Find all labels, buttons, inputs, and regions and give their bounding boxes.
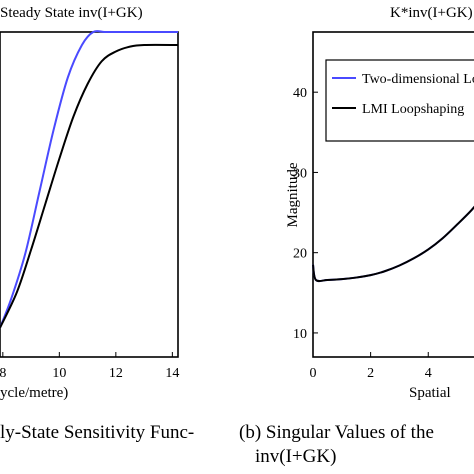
panel-b-xlabel: Spatial: [409, 385, 451, 401]
caption-b-line2: inv(I+GK): [255, 446, 337, 467]
legend-box: [325, 59, 474, 142]
legend-label-lmi: LMI Loopshaping: [362, 102, 464, 117]
panel-a-axes-frame: [0, 31, 179, 358]
panel-b-singular-values: K*inv(I+GK) i 0 2 4 10 20 30 40 Magnitude Spat…: [285, 5, 474, 401]
panel-b-title: K*inv(I+GK) i: [390, 5, 474, 21]
chart-1-ytick-label: 10: [293, 327, 307, 342]
legend-label-two-dimensional: Two-dimensional Loopsha: [362, 72, 474, 87]
panel-a-ticks: 8 10 12 14: [0, 352, 179, 381]
panel-a-series: [0, 30, 179, 329]
panel-a-steady-state-sensitivity: Steady State inv(I+GK) 8 10 12 14 ycle/metr…: [0, 5, 179, 401]
panel-b-series: [312, 205, 474, 283]
panel-b-legend: Two-dimensional Loopsha LMI Loopshaping: [325, 59, 474, 142]
caption-b-line1: (b) Singular Values of the: [239, 422, 434, 443]
chart-0-xtick-label: 8: [0, 366, 6, 381]
chart-1-xtick-label: 2: [367, 366, 374, 381]
chart-1-xtick-label: 0: [310, 366, 317, 381]
chart-1-xtick-label: 4: [425, 366, 432, 381]
chart-1-series-line-1: [312, 205, 474, 283]
panel-b-ticks: 0 2 4 10 20 30 40: [293, 86, 432, 381]
caption-a: ly-State Sensitivity Func-: [0, 422, 195, 443]
panel-a-title: Steady State inv(I+GK): [0, 5, 143, 21]
panel-a-xlabel: ycle/metre): [0, 385, 68, 401]
chart-0-series-line-1: [0, 43, 179, 329]
chart-0-xtick-label: 14: [165, 366, 179, 381]
panel-b-ylabel: Magnitude: [285, 162, 301, 227]
chart-1-ytick-label: 40: [293, 86, 307, 101]
chart-1-ytick-label: 30: [293, 166, 307, 181]
chart-0-xtick-label: 12: [109, 366, 123, 381]
panel-b-axes-frame: [312, 31, 474, 358]
chart-0-series-line-0: [0, 30, 178, 329]
chart-0-xtick-label: 10: [52, 366, 66, 381]
chart-1-ytick-label: 20: [293, 247, 307, 262]
